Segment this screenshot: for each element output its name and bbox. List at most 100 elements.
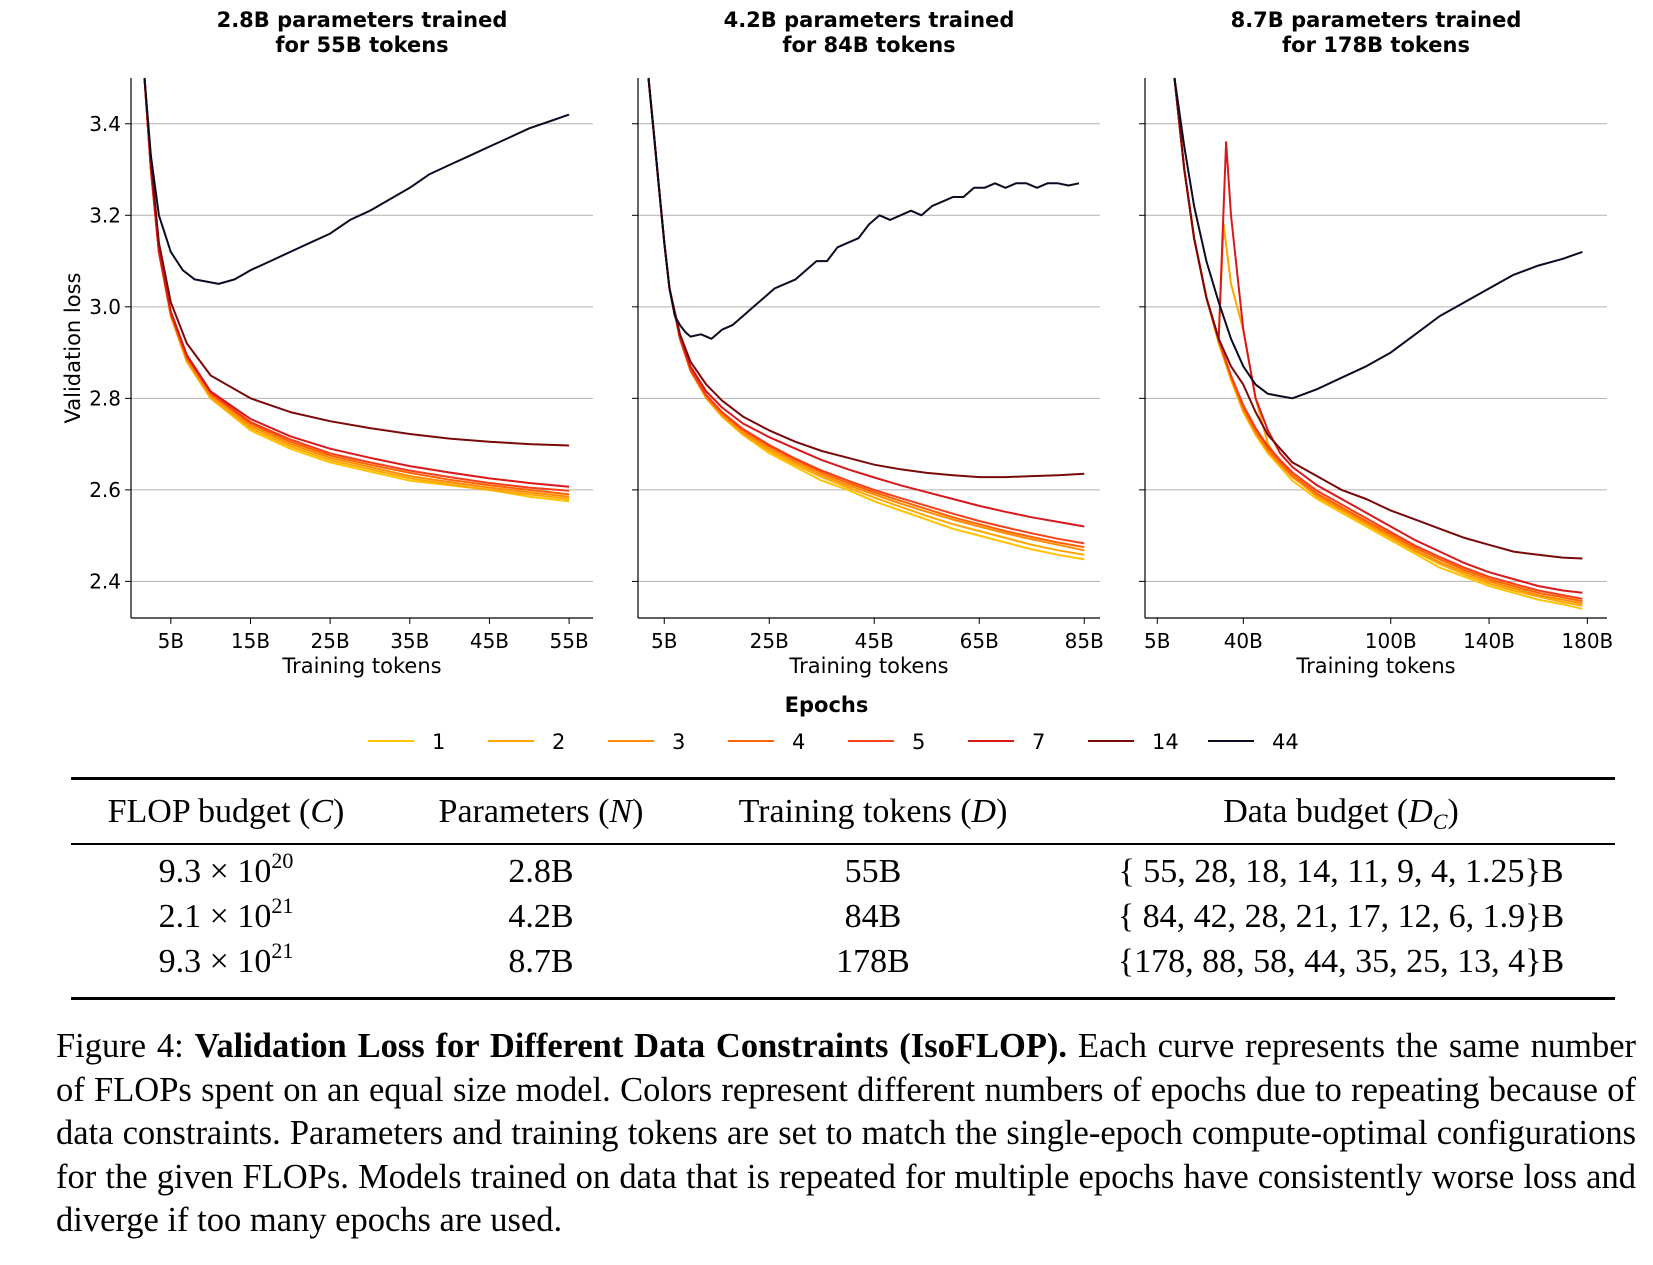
x-axis-label: Training tokens [788,654,948,678]
legend-label: 1 [432,730,446,754]
legend-swatch [728,740,774,742]
y-tick-label: 2.4 [89,569,121,593]
y-tick-label: 3.2 [89,203,121,227]
y-axis-label: Validation loss [61,273,85,424]
x-tick-label: 100B [1365,629,1417,653]
tokens-cell: 178B [836,943,910,980]
tokens-cell: 55B [844,853,902,890]
x-tick-label: 180B [1561,629,1613,653]
header-data-budget: Data budget (DC) [1223,793,1459,834]
chart-title: 8.7B parameters trained [1231,8,1522,32]
x-tick-label: 5B [158,629,184,653]
legend-item-5: 5 [848,727,968,757]
flop-cell: 2.1 × 1021 [158,893,294,936]
series-line-epochs-4 [143,77,570,496]
legend-label: 2 [552,730,566,754]
legend-item-3: 3 [608,727,728,757]
budget-cell: { 84, 42, 28, 21, 17, 12, 6, 1.9}B [1117,898,1565,935]
legend-item-1: 1 [368,727,488,757]
budget-cell: {178, 88, 58, 44, 35, 25, 13, 4}B [1117,943,1565,980]
table-bottom-rule [71,997,1615,1000]
legend-item-2: 2 [488,727,608,757]
legend-label: 7 [1032,730,1046,754]
legend-swatch [1208,740,1254,742]
series-line-epochs-44 [1173,77,1583,400]
legend-title: Epochs [784,693,869,717]
x-tick-label: 65B [960,629,999,653]
caption-text: Each curve represents the same number of… [56,1027,1636,1239]
legend-item-4: 4 [728,727,848,757]
series-line-epochs-2 [1173,77,1583,607]
x-tick-label: 140B [1463,629,1515,653]
series-line-epochs-44 [647,77,1080,340]
x-tick-label: 40B [1224,629,1263,653]
caption-prefix: Figure 4: [56,1027,195,1065]
x-axis-label: Training tokens [281,654,441,678]
chart-panel-1: 2.4 2.6 2.8 3.0 3.2 3.4 5B 15B 25B 35B 45B 55B Train… [61,8,593,678]
charts-area: 2.4 2.6 2.8 3.0 3.2 3.4 5B 15B 25B 35B 45B 55B Train… [61,8,1613,678]
header-parameters: Parameters (N) [438,793,644,830]
series-line-epochs-7 [143,77,570,488]
x-tick-label: 25B [311,629,350,653]
x-tick-label: 45B [470,629,509,653]
x-tick-label: 15B [231,629,270,653]
y-tick-label: 3.0 [89,295,121,319]
flop-cell: 9.3 × 1020 [158,848,294,891]
legend-swatch [608,740,654,742]
header-flop-budget: FLOP budget (C) [107,793,345,830]
legend-item-44: 44 [1208,727,1328,757]
flop-cell: 9.3 × 1021 [158,938,294,981]
legend-swatch [368,740,414,742]
legend-swatch [848,740,894,742]
chart-title: for 84B tokens [782,33,955,57]
x-tick-label: 45B [855,629,894,653]
x-tick-label: 55B [550,629,589,653]
legend-label: 4 [792,730,806,754]
series-line-epochs-3 [647,77,1085,552]
legend-item-7: 7 [968,727,1088,757]
legend-label: 5 [912,730,926,754]
series-line-epochs-3 [143,77,570,498]
chart-panel-2: 5B 25B 45B 65B 85B Training tokens 4.2B parame… [632,8,1104,678]
x-tick-label: 35B [390,629,429,653]
legend-label: 3 [672,730,686,754]
series-line-epochs-7 [647,77,1085,528]
budget-cell: { 55, 28, 18, 14, 11, 9, 4, 1.25}B [1118,853,1564,890]
series-line-epochs-14 [647,77,1085,479]
x-tick-label: 85B [1065,629,1104,653]
series-line-epochs-14 [143,77,570,447]
x-tick-label: 5B [651,629,677,653]
chart-title: 2.8B parameters trained [217,8,508,32]
y-tick-label: 2.8 [89,386,121,410]
chart-title: 4.2B parameters trained [724,8,1015,32]
chart-panel-3: 5B 40B 100B 140B 180B Training tokens 8.7B par… [1139,8,1613,678]
series-line-epochs-2 [647,77,1085,556]
caption-bold: Validation Loss for Different Data Const… [194,1027,1068,1065]
params-cell: 2.8B [508,853,574,890]
legend-item-14: 14 [1088,727,1208,757]
figure-caption: Figure 4: Validation Loss for Different … [56,1025,1636,1243]
legend-swatch [488,740,534,742]
series-line-epochs-2 [143,77,570,500]
x-axis-label: Training tokens [1295,654,1455,678]
header-training-tokens: Training tokens (D) [738,793,1008,830]
x-tick-label: 5B [1144,629,1170,653]
series-line-epochs-44 [143,77,570,285]
chart-title: for 55B tokens [275,33,448,57]
series-line-epochs-7 [1173,77,1583,594]
series-line-epochs-5 [647,77,1085,545]
table-top-rule [71,777,1615,780]
legend-label: 44 [1272,730,1299,754]
series-line-epochs-4 [1173,77,1583,603]
x-tick-label: 25B [750,629,789,653]
legend-swatch [1088,740,1134,742]
tokens-cell: 84B [844,898,902,935]
series-line-epochs-1 [143,77,570,503]
params-cell: 4.2B [508,898,574,935]
legend-swatch [968,740,1014,742]
table-mid-rule [71,843,1615,845]
series-line-epochs-14 [1173,77,1583,560]
params-cell: 8.7B [508,943,574,980]
y-tick-label: 2.6 [89,478,121,502]
y-tick-label: 3.4 [89,112,121,136]
